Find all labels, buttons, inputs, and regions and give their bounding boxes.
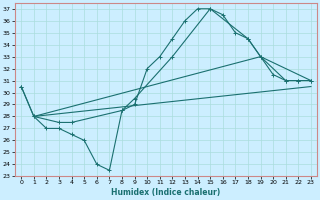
X-axis label: Humidex (Indice chaleur): Humidex (Indice chaleur): [111, 188, 221, 197]
